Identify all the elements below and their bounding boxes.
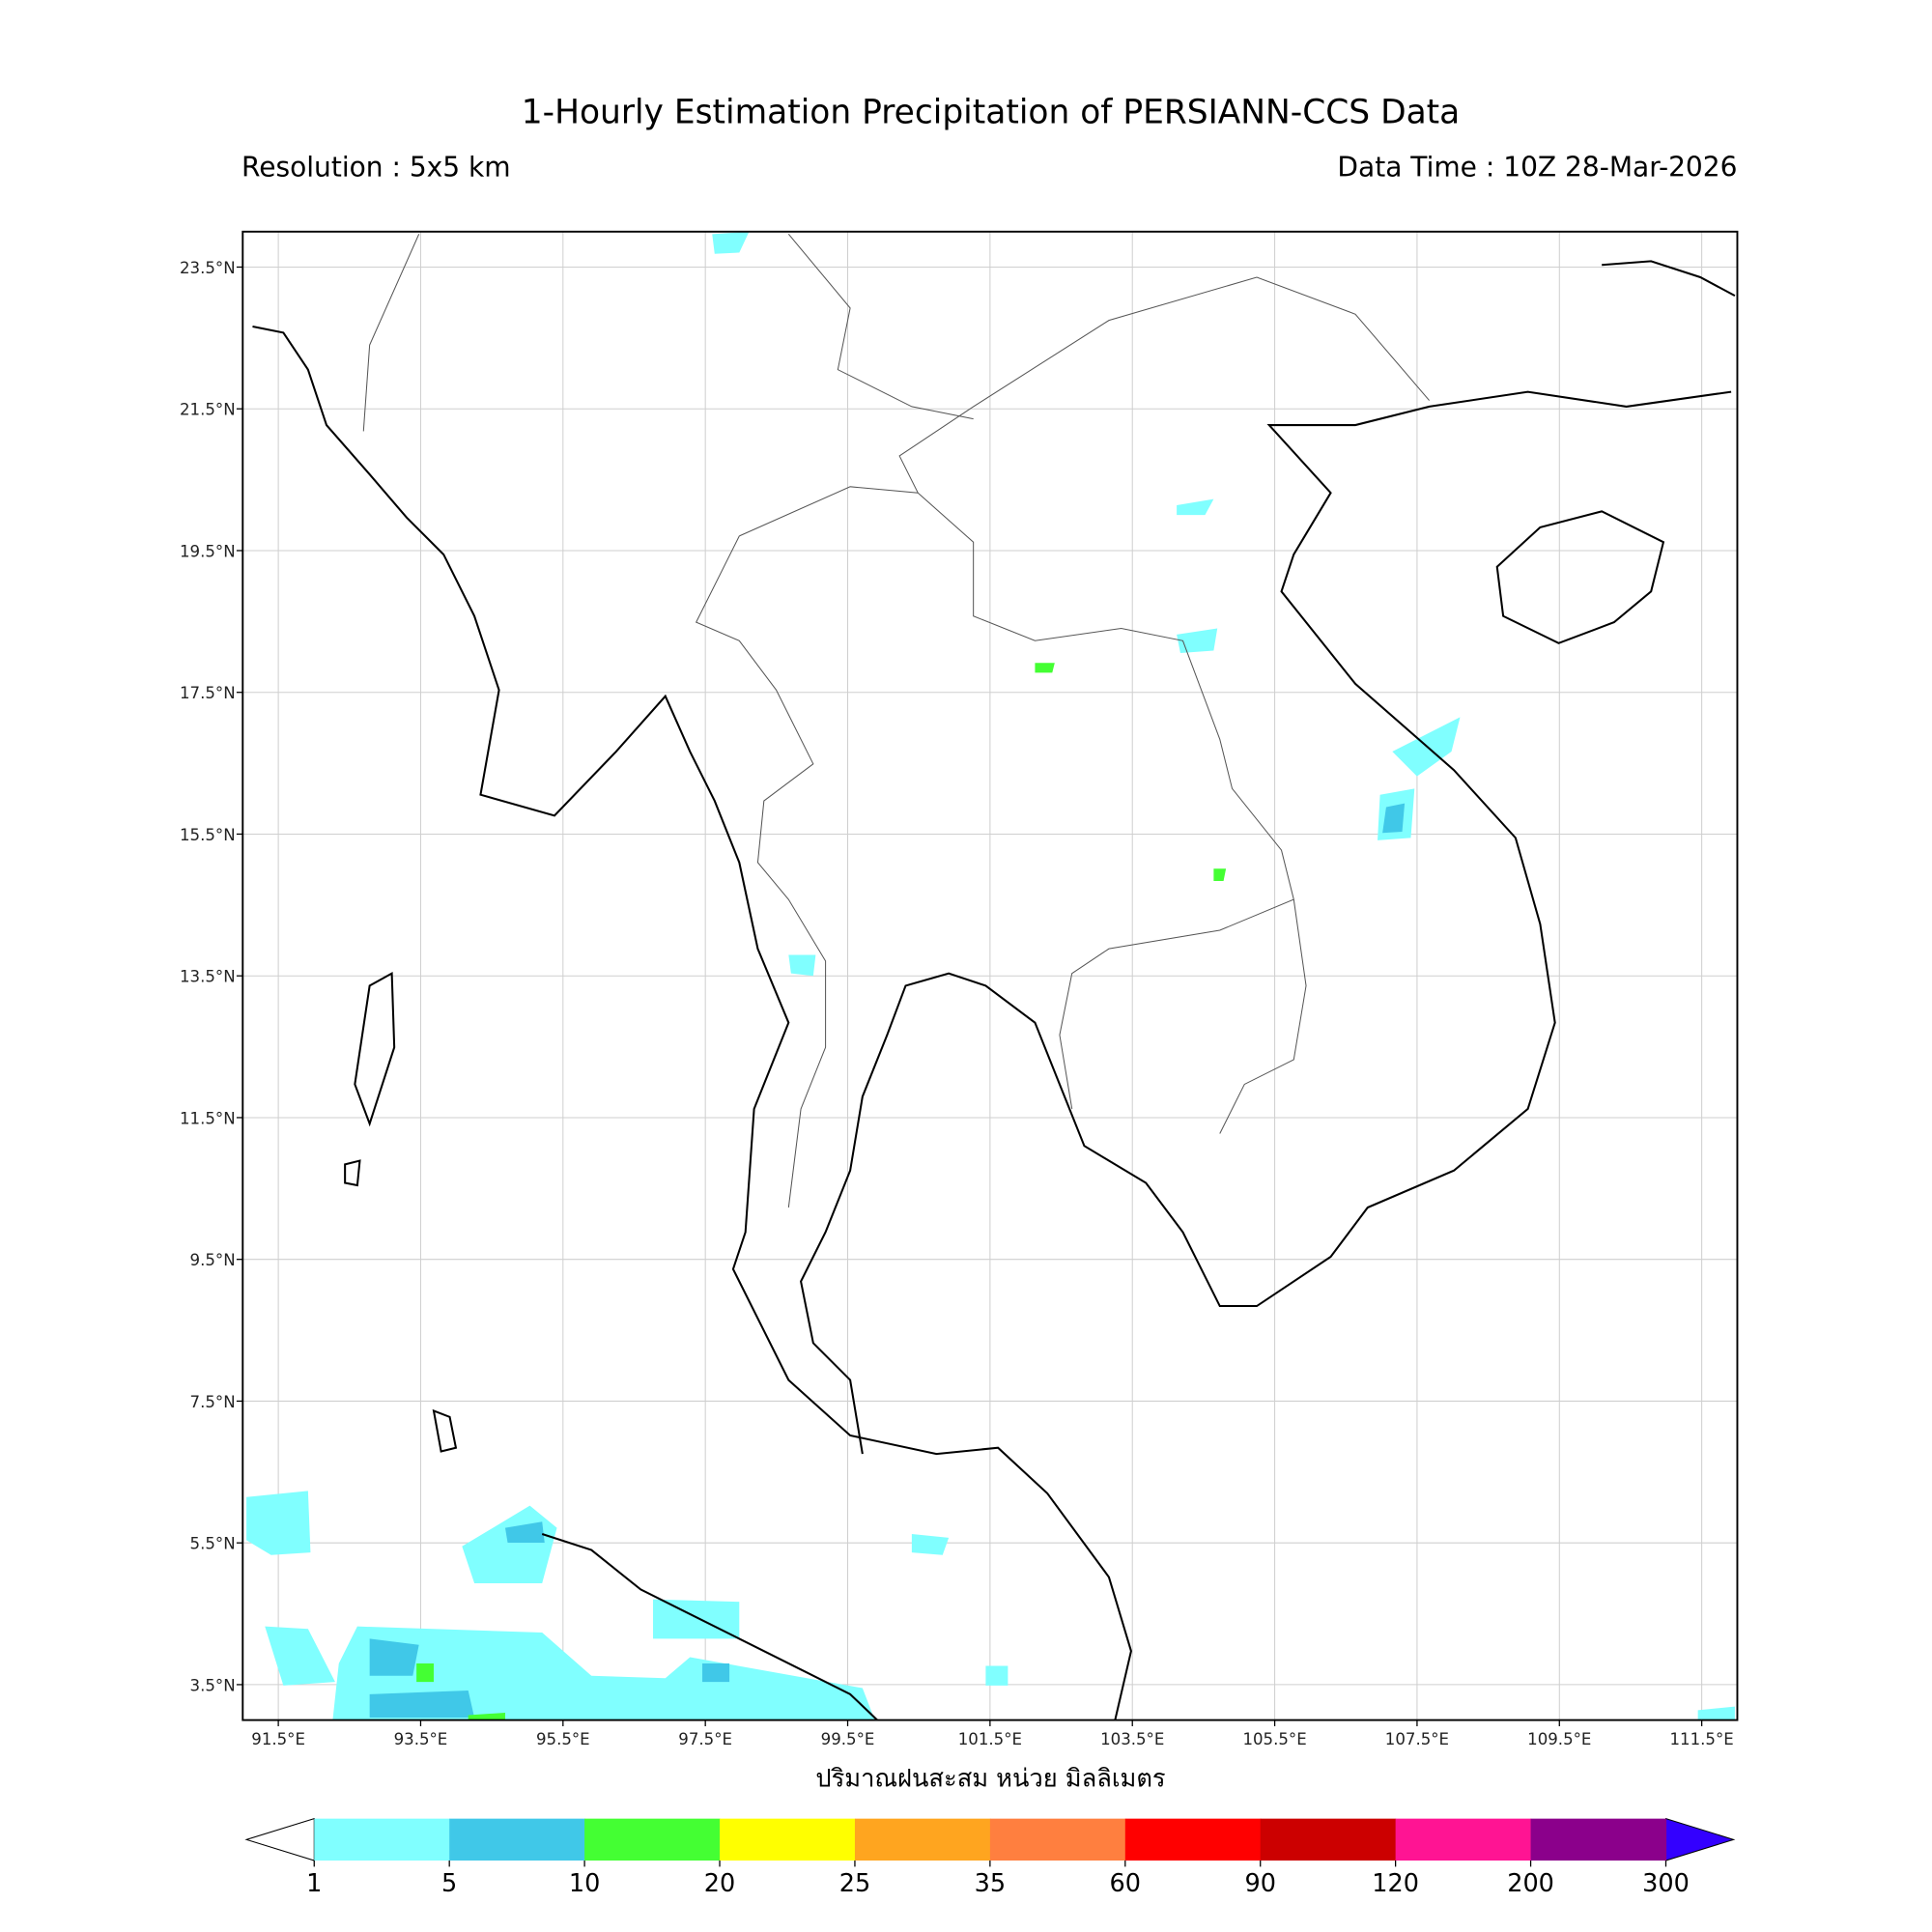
- y-tick-label: 3.5°N: [190, 1676, 236, 1694]
- x-axis-label: ปริมาณฝนสะสม หน่วย มิลลิเมตร: [815, 1764, 1165, 1793]
- colorbar-segment: [854, 1818, 991, 1861]
- x-tick-label: 107.5°E: [1385, 1730, 1449, 1748]
- colorbar-tick-label: 5: [441, 1869, 457, 1898]
- x-tick-label: 103.5°E: [1100, 1730, 1164, 1748]
- colorbar-tick-label: 90: [1244, 1869, 1275, 1898]
- colorbar-tick-label: 200: [1507, 1869, 1554, 1898]
- colorbar-tick-label: 35: [975, 1869, 1006, 1898]
- colorbar-tick-label: 10: [569, 1869, 600, 1898]
- x-tick-label: 93.5°E: [394, 1730, 448, 1748]
- grid: [242, 231, 1738, 1720]
- colorbar-segment: [449, 1818, 585, 1861]
- coastline: [252, 326, 1132, 1720]
- x-tick-label: 101.5°E: [958, 1730, 1022, 1748]
- title: 1-Hourly Estimation Precipitation of PER…: [522, 94, 1461, 132]
- y-tick-label: 15.5°N: [180, 826, 236, 844]
- map-features: [246, 231, 1736, 1721]
- y-tick-label: 17.5°N: [180, 684, 236, 702]
- subtitle-right: Data Time : 10Z 28-Mar-2026: [1337, 151, 1737, 183]
- colorbar-segment: [1530, 1818, 1667, 1861]
- colorbar-segment: [989, 1818, 1126, 1861]
- colorbar-tick-label: 25: [839, 1869, 870, 1898]
- y-tick-label: 21.5°N: [180, 401, 236, 419]
- colorbar-segment: [720, 1818, 856, 1861]
- colorbar-segment: [1124, 1818, 1262, 1861]
- colorbar-segment: [314, 1818, 450, 1861]
- x-tick-label: 99.5°E: [821, 1730, 875, 1748]
- y-tick-label: 9.5°N: [190, 1251, 236, 1269]
- colorbar-tick-label: 20: [704, 1869, 735, 1898]
- y-tick-label: 19.5°N: [180, 542, 236, 560]
- country-border: [362, 234, 1430, 1208]
- subtitle-left: Resolution : 5x5 km: [242, 151, 511, 183]
- x-tick-label: 111.5°E: [1670, 1730, 1734, 1748]
- colorbar-under: [244, 1817, 315, 1861]
- x-tick-label: 105.5°E: [1242, 1730, 1306, 1748]
- colorbar-tick-label: 120: [1372, 1869, 1419, 1898]
- coastline: [800, 390, 1732, 1455]
- colorbar-segment: [1260, 1818, 1397, 1861]
- colorbar-tick-label: 300: [1642, 1869, 1690, 1898]
- colorbar-tick-label: 1: [306, 1869, 322, 1898]
- colorbar-tick-label: 60: [1110, 1869, 1141, 1898]
- colorbar-segment: [1395, 1818, 1532, 1861]
- x-tick-label: 97.5°E: [678, 1730, 732, 1748]
- colorbar-over: [1664, 1817, 1736, 1861]
- coastline: [1495, 510, 1665, 644]
- y-tick-label: 13.5°N: [180, 968, 236, 986]
- y-tick-label: 7.5°N: [190, 1393, 236, 1411]
- coastline: [541, 1533, 878, 1721]
- colorbar-segment: [584, 1818, 721, 1861]
- y-tick-label: 5.5°N: [190, 1535, 236, 1553]
- y-tick-label: 11.5°N: [180, 1109, 236, 1127]
- x-tick-label: 109.5°E: [1527, 1730, 1591, 1748]
- coastline: [344, 260, 1736, 1453]
- colorbar: 1 5 10 20 25 35 60 90 120 200 300: [244, 1817, 1736, 1898]
- y-tick-label: 23.5°N: [180, 259, 236, 277]
- x-tick-label: 91.5°E: [251, 1730, 305, 1748]
- x-tick-label: 95.5°E: [536, 1730, 590, 1748]
